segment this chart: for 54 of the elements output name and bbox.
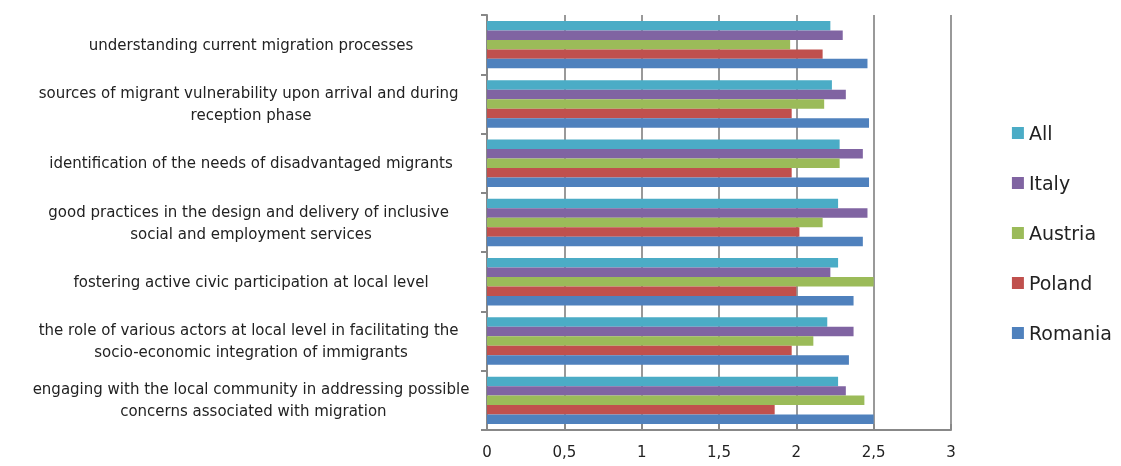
bar xyxy=(487,296,854,306)
bar xyxy=(487,30,843,40)
bar xyxy=(487,198,839,209)
bar xyxy=(487,336,814,346)
bar xyxy=(487,414,874,425)
bar xyxy=(487,405,775,415)
bar xyxy=(487,139,840,149)
bar xyxy=(487,39,791,50)
bar xyxy=(487,217,823,228)
x-tick-label: 2,5 xyxy=(861,442,886,461)
bar xyxy=(487,345,792,356)
bar xyxy=(487,227,800,237)
bar xyxy=(487,208,868,218)
bar xyxy=(487,158,840,168)
bar xyxy=(487,108,792,119)
bar xyxy=(487,326,854,337)
x-tick-label: 1,5 xyxy=(707,442,731,461)
bar xyxy=(487,89,846,100)
y-tick-label: fostering active civic participation at local level xyxy=(73,272,429,291)
bar xyxy=(487,148,863,159)
x-tick-label: 0,5 xyxy=(552,442,577,461)
bar xyxy=(487,20,831,31)
bar xyxy=(487,355,849,365)
legend-label: Poland xyxy=(1028,272,1093,294)
y-tick-label: sources of migrant vulnerability upon arrival and during reception phase xyxy=(38,83,464,124)
bar xyxy=(487,286,797,297)
x-tick-label: 0 xyxy=(482,442,492,461)
y-tick-label: good practices in the design and delivery of inclusive social and employment services xyxy=(48,202,454,243)
x-tick-label: 1 xyxy=(636,442,647,461)
bar xyxy=(487,277,874,287)
y-tick-label: engaging with the local community in addressing possible concerns associated with migration xyxy=(32,380,470,421)
bar xyxy=(487,395,865,406)
bar xyxy=(487,376,839,387)
bar xyxy=(487,80,832,90)
bar xyxy=(487,258,839,268)
bar xyxy=(487,99,825,109)
bar xyxy=(487,167,792,178)
bar xyxy=(487,386,846,396)
legend-label: All xyxy=(1028,122,1053,144)
bar xyxy=(487,49,823,59)
bar xyxy=(487,58,868,69)
legend-label: Italy xyxy=(1028,172,1071,194)
bar xyxy=(487,177,870,187)
bar xyxy=(487,267,831,278)
x-tick-label: 2 xyxy=(791,442,802,461)
y-tick-label: understanding current migration processes xyxy=(88,35,414,54)
x-tick-label: 3 xyxy=(946,442,956,461)
bar xyxy=(487,317,828,327)
y-tick-label: the role of various actors at local level in facilitating the socio-economic integration of immigrants xyxy=(38,321,464,362)
legend-label: Romania xyxy=(1028,322,1113,344)
bar xyxy=(487,236,863,247)
legend-label: Austria xyxy=(1028,222,1097,244)
y-tick-label: identification of the needs of disadvantaged migrants xyxy=(49,154,453,173)
bar xyxy=(487,118,870,128)
